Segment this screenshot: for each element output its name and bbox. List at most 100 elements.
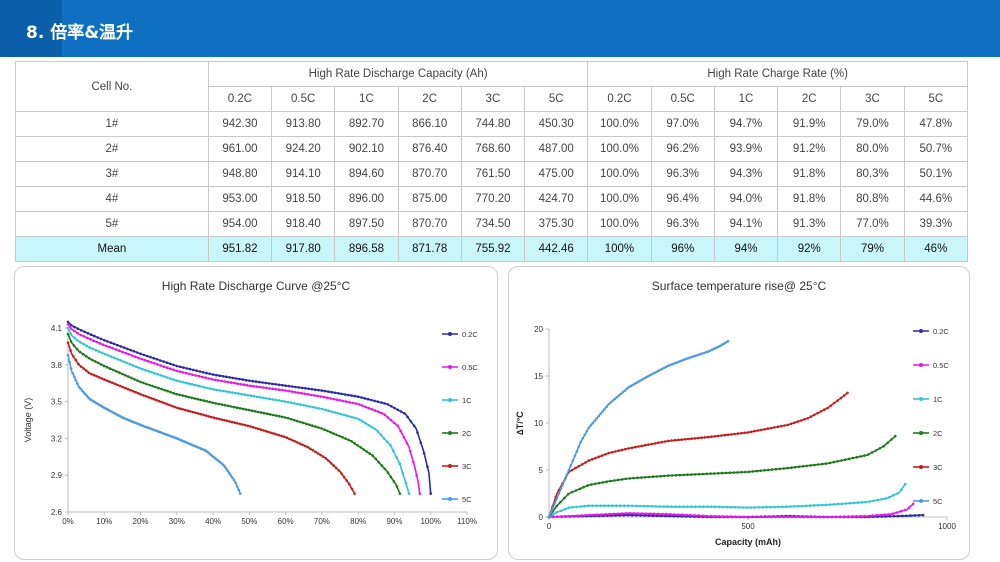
data-point-2C [293, 418, 296, 422]
series-0.5C-group [66, 323, 422, 495]
data-point-2C [344, 437, 347, 440]
data-point-0.2C [129, 348, 132, 352]
data-point-0.5C [89, 338, 92, 341]
mean-row: Mean 951.82 917.80 896.58 871.78 755.92 442.46… [15, 236, 969, 262]
data-point-5C [221, 463, 225, 466]
data-point-5C [655, 370, 658, 374]
data-point-3C [228, 420, 231, 423]
data-point-3C [697, 436, 700, 440]
data-point-1C [320, 407, 324, 411]
data-point-5C [573, 454, 577, 458]
data-point-3C [288, 437, 291, 441]
data-point-2C [232, 405, 236, 409]
data-point-3C [233, 421, 236, 424]
data-point-0.5C [648, 512, 652, 515]
legend-marker [448, 332, 452, 336]
table-row: 1# 942.30 913.80 892.70 866.10 744.80 450.30 10… [15, 111, 969, 137]
data-point-0.5C [693, 514, 696, 517]
data-point-0.5C [737, 515, 741, 519]
data-point-3C [683, 438, 687, 441]
data-point-2C [886, 441, 889, 445]
data-point-1C [634, 504, 638, 508]
data-point-0.5C [114, 348, 118, 351]
data-point-0.5C [608, 512, 611, 516]
data-point-3C [570, 468, 574, 472]
data-point-2C [855, 455, 859, 459]
discharge-curve-chart: 2.6 2.9 3.2 3.5 3.8 4.1 0% 10% 20% 30% 40% 50% 60% 70… [23, 320, 478, 526]
header-accent [0, 0, 62, 57]
data-point-3C [204, 414, 208, 417]
rate-header-row: 0.2C 0.5C 1C 2C 3C 5C 0.2C 0.5C 1C 2C 3C 5C [16, 86, 969, 112]
data-point-0.2C [99, 337, 103, 341]
data-point-2C [356, 444, 360, 447]
data-point-3C [796, 420, 800, 423]
data-point-1C [373, 427, 377, 431]
legend-marker [448, 365, 452, 369]
data-point-1C [591, 504, 594, 507]
data-point-0.2C [225, 375, 228, 379]
data-point-1C [379, 433, 383, 437]
data-point-1C [274, 398, 278, 402]
data-point-2C [395, 485, 399, 488]
data-point-1C [880, 498, 883, 501]
data-point-0.2C [921, 513, 925, 517]
data-point-3C [306, 445, 310, 449]
discharge-capacity-cell: 914.10 [271, 161, 336, 187]
data-point-3C [614, 450, 617, 453]
data-point-5C [563, 478, 567, 481]
data-point-0.2C [238, 377, 241, 381]
data-point-5C [629, 384, 632, 388]
data-point-0.5C [95, 340, 99, 344]
data-point-5C [587, 426, 591, 429]
data-point-0.5C [774, 515, 777, 519]
data-point-1C [583, 504, 586, 508]
data-point-2C [717, 472, 720, 475]
data-point-0.5C [265, 386, 268, 390]
charge-rate-cell: 91.9% [777, 111, 842, 137]
data-point-5C [702, 351, 706, 355]
data-point-5C [695, 354, 698, 357]
data-point-1C [231, 391, 234, 394]
data-point-0.5C [79, 333, 83, 337]
discharge-capacity-cell: 871.78 [397, 236, 462, 262]
data-point-5C [232, 478, 236, 482]
data-point-0.5C [415, 473, 418, 477]
data-point-3C [753, 429, 756, 433]
data-point-0.5C [907, 506, 911, 509]
data-point-2C [187, 395, 190, 399]
data-point-3C [597, 455, 601, 459]
legend-marker [448, 464, 452, 468]
data-point-3C [155, 398, 158, 402]
legend-marker [919, 363, 923, 367]
data-point-3C [584, 461, 587, 464]
data-point-1C [642, 504, 646, 508]
data-point-0.2C [218, 374, 221, 377]
data-point-3C [600, 454, 604, 457]
data-point-1C [808, 504, 812, 507]
data-point-2C [786, 466, 789, 470]
data-point-3C [90, 372, 93, 376]
data-point-0.5C [851, 515, 854, 518]
data-point-1C [733, 506, 737, 509]
data-point-0.2C [258, 380, 261, 384]
discharge-capacity-cell: 755.92 [460, 236, 526, 262]
data-point-1C [686, 505, 689, 508]
data-point-0.2C [205, 371, 208, 375]
data-point-5C [597, 414, 601, 418]
data-point-2C [767, 468, 770, 472]
data-point-2C [747, 470, 751, 474]
data-point-3C [282, 435, 286, 438]
data-point-0.5C [551, 515, 555, 519]
discharge-capacity-cell: 917.80 [271, 236, 336, 262]
charge-rate-cell: 79.0% [840, 111, 905, 137]
data-point-1C [280, 399, 284, 403]
data-point-1C [293, 402, 296, 405]
data-point-1C [407, 492, 411, 495]
data-point-1C [243, 393, 246, 396]
charge-rate-cell: 80.0% [840, 136, 905, 162]
y-tick-label: 15 [534, 372, 543, 381]
data-point-0.5C [149, 361, 153, 364]
data-point-5C [80, 389, 84, 392]
data-point-5C [683, 358, 686, 361]
data-point-0.2C [106, 340, 109, 343]
